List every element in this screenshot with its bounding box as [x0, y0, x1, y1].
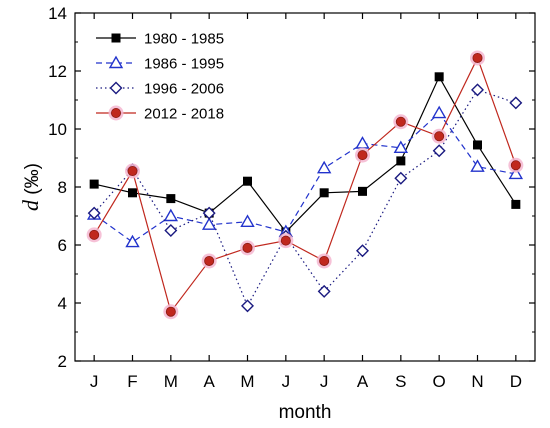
data-point [317, 284, 331, 298]
data-point [127, 166, 138, 177]
series-group [86, 105, 524, 248]
data-point [472, 52, 483, 63]
x-tick-label: A [357, 372, 369, 391]
x-tick-label: J [90, 372, 99, 391]
data-point [202, 206, 216, 220]
y-tick-label: 12 [48, 62, 67, 81]
series-group [89, 72, 521, 237]
x-tick-label: S [395, 372, 406, 391]
legend-label: 1980 - 1985 [144, 31, 224, 48]
y-axis-title: d (‰) [18, 163, 43, 211]
data-point [356, 244, 369, 258]
y-tick-label: 4 [58, 294, 67, 313]
data-point [165, 306, 176, 317]
legend-label: 2012 - 2018 [144, 106, 224, 123]
data-point [87, 206, 101, 220]
data-point [394, 171, 408, 185]
data-point [111, 108, 122, 119]
data-point [319, 188, 329, 198]
data-point [434, 131, 445, 142]
data-point [242, 242, 253, 253]
data-point [166, 194, 176, 204]
x-axis-title: month [279, 402, 332, 423]
data-point [471, 83, 484, 97]
data-point [432, 144, 446, 158]
legend-label: 1996 - 2006 [144, 81, 224, 98]
legend: 1980 - 1985 1986 - 1995 1996 - 2006 2012 - … [96, 31, 224, 123]
data-point [109, 81, 123, 95]
data-point [163, 208, 179, 222]
x-tick-label: A [203, 372, 215, 391]
data-point [434, 72, 444, 82]
data-point [243, 176, 252, 186]
x-tick-label: J [282, 372, 291, 391]
y-axis-variable: d [18, 199, 43, 211]
series-line [94, 75, 517, 233]
data-point [393, 140, 409, 154]
x-tick-label: J [320, 372, 329, 391]
data-point [396, 156, 406, 166]
data-point [128, 188, 137, 198]
x-tick-label: M [164, 372, 178, 391]
data-point [355, 136, 370, 149]
data-point [473, 140, 482, 150]
data-point [204, 255, 215, 266]
data-point [316, 160, 332, 174]
chart-marks [86, 50, 524, 320]
series-line [93, 56, 517, 314]
data-point [431, 105, 447, 119]
series-line [93, 89, 517, 308]
data-point [108, 55, 124, 69]
data-point [358, 186, 367, 196]
data-point [241, 299, 254, 313]
y-tick-label: 6 [58, 236, 67, 255]
data-point [240, 214, 255, 228]
y-tick-label: 14 [48, 4, 67, 23]
data-point [508, 166, 524, 180]
y-tick-label: 8 [58, 178, 67, 197]
series-line [93, 112, 516, 243]
x-tick-label: M [240, 372, 254, 391]
x-tick-label: N [471, 372, 483, 391]
x-tick-label: O [433, 372, 446, 391]
data-point [509, 96, 523, 110]
data-point [510, 160, 521, 171]
data-point [111, 33, 121, 43]
data-point [89, 229, 100, 240]
series-group [86, 50, 524, 320]
data-point [395, 116, 406, 127]
y-axis: 2 4 6 8 10 12 14 [48, 4, 535, 371]
data-point [280, 235, 291, 246]
data-point [164, 224, 178, 237]
x-tick-label: F [127, 372, 137, 391]
y-axis-unit: (‰) [22, 163, 43, 200]
data-point [357, 150, 368, 161]
data-point [319, 255, 330, 266]
x-tick-label: D [510, 372, 522, 391]
legend-label: 1986 - 1995 [144, 56, 224, 73]
data-point [511, 199, 521, 209]
data-point [201, 217, 217, 230]
data-point [470, 159, 485, 172]
y-tick-label: 10 [48, 120, 67, 139]
y-tick-label: 2 [58, 352, 67, 371]
data-point [89, 179, 99, 189]
data-point [125, 234, 140, 248]
